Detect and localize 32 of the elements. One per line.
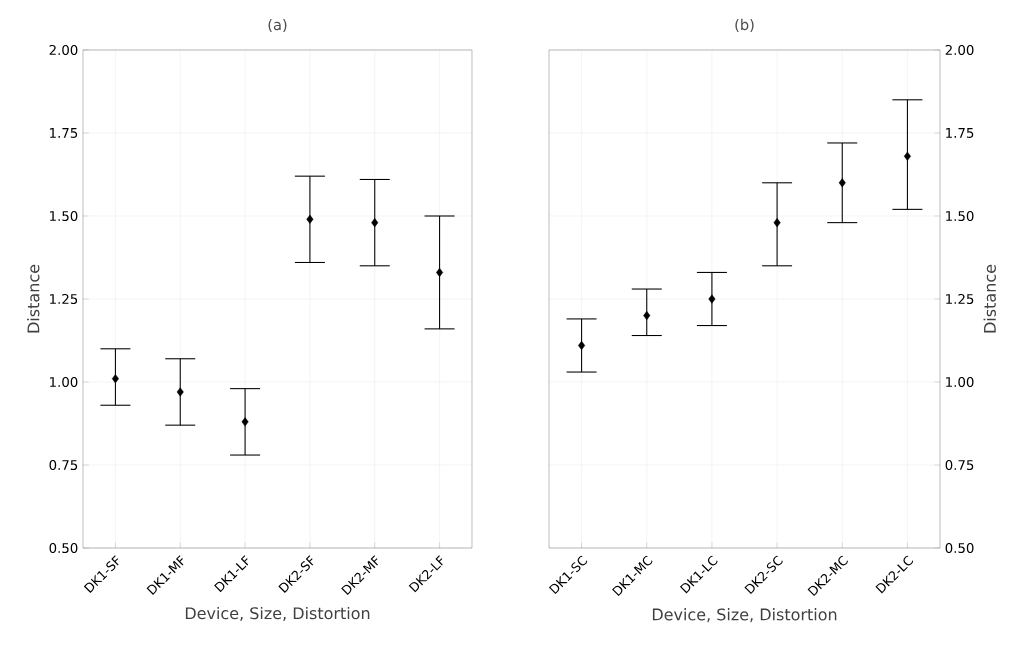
y2-tick-label: 1.75 — [946, 128, 974, 138]
chart-title: (b) — [735, 18, 754, 32]
y-axis-title: Distance — [27, 264, 40, 333]
y2-tick-label: 1.00 — [946, 376, 974, 388]
y-tick-label: 1.25 — [50, 293, 78, 305]
y-tick-label: 1.50 — [50, 210, 78, 222]
y-tick-label: 1.00 — [50, 376, 78, 388]
y-tick-label: 0.75 — [49, 459, 78, 471]
x-axis-title: Device, Size, Distortion — [652, 608, 837, 623]
y2-axis-title: Distance — [983, 264, 996, 333]
point — [241, 417, 249, 427]
point — [838, 178, 846, 188]
point — [708, 294, 716, 304]
y2-tick-label: 0.50 — [945, 542, 974, 554]
point — [773, 218, 781, 228]
y2-tick-label: 0.75 — [945, 459, 974, 471]
y2-tick-label: 1.25 — [946, 293, 974, 305]
point — [578, 340, 586, 351]
point — [643, 311, 651, 321]
point — [371, 218, 379, 228]
y2-tick-label: 1.50 — [946, 210, 974, 222]
y-tick-label: 2.00 — [49, 44, 78, 56]
x-axis-title: Device, Size, Distortion — [185, 606, 370, 621]
point — [111, 374, 119, 384]
point — [436, 267, 444, 277]
y-tick-label: 0.50 — [49, 542, 78, 554]
point — [306, 214, 314, 224]
y-tick-label: 1.75 — [50, 128, 78, 138]
point — [176, 387, 184, 397]
chart-title: (a) — [268, 18, 287, 32]
y2-tick-label: 2.00 — [945, 44, 974, 56]
point — [903, 151, 911, 161]
